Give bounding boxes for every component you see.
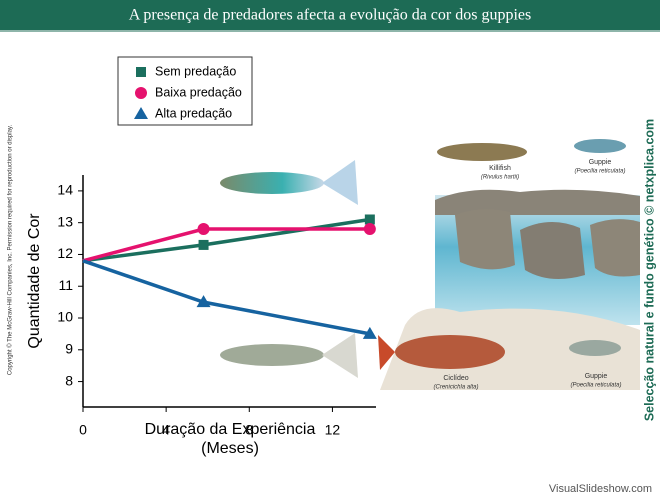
- killifish: [437, 143, 527, 161]
- series-line: [82, 217, 371, 263]
- fish-name: Guppie: [589, 159, 612, 166]
- marker: [198, 239, 209, 250]
- x-axis-label: Duração da Experiência: [145, 421, 316, 438]
- y-axis-label: Quantidade de Cor: [26, 213, 43, 349]
- rock: [590, 219, 640, 277]
- rock: [455, 209, 515, 270]
- y-tick-label: 9: [65, 340, 73, 356]
- legend-label: Sem predação: [155, 64, 236, 78]
- x-tick-label: 0: [79, 422, 87, 438]
- rock: [435, 189, 640, 215]
- marker: [196, 295, 211, 308]
- y-tick-label: 11: [58, 277, 73, 293]
- x-axis-label: (Meses): [201, 440, 259, 457]
- legend-marker: [136, 67, 146, 77]
- legend-marker: [135, 87, 147, 99]
- y-tick-label: 12: [57, 245, 73, 261]
- y-tick-label: 13: [57, 213, 73, 229]
- series-line: [82, 259, 371, 336]
- title-bar: [0, 0, 660, 30]
- x-tick-label: 4: [162, 422, 170, 438]
- y-tick-label: 8: [65, 372, 73, 388]
- illustration: [220, 139, 640, 390]
- fish-name: Ciclídeo: [443, 375, 468, 382]
- fish-species: (Poecilia reticulata): [574, 169, 625, 175]
- x-tick-label: 8: [245, 422, 253, 438]
- fish-name: Guppie: [585, 373, 608, 380]
- fish-name: Killifish: [489, 165, 511, 172]
- legend-marker: [134, 107, 148, 119]
- guppy: [569, 340, 621, 356]
- guppy: [574, 139, 626, 153]
- marker: [364, 214, 375, 225]
- guppy-tail: [322, 160, 358, 205]
- legend-label: Alta predação: [155, 106, 232, 120]
- y-tick-label: 10: [57, 309, 73, 325]
- x-tick-label: 12: [325, 422, 341, 438]
- fish-species: (Poecilia reticulata): [570, 383, 621, 389]
- guppy-colorful: [220, 172, 324, 194]
- rock: [520, 221, 585, 279]
- riverbed: [380, 308, 640, 390]
- fish-species: (Crenicichla alta): [433, 385, 478, 391]
- marker: [197, 223, 210, 236]
- legend-label: Baixa predação: [155, 85, 242, 99]
- marker: [362, 326, 377, 339]
- side-credit: Selecção natural e fundo genético © netx…: [642, 119, 656, 421]
- cichlid: [395, 335, 505, 369]
- guppy-dull: [220, 344, 324, 366]
- cichlid-tail: [378, 335, 395, 370]
- footer: VisualSlideshow.com: [549, 483, 652, 495]
- marker: [363, 223, 376, 236]
- y-tick-label: 14: [57, 182, 73, 198]
- fish-species: (Rivulus hartii): [481, 175, 519, 181]
- guppy-tail: [322, 333, 358, 378]
- title: A presença de predadores afecta a evoluç…: [129, 7, 531, 24]
- copyright: Copyright © The McGraw-Hill Companies, I…: [7, 125, 14, 376]
